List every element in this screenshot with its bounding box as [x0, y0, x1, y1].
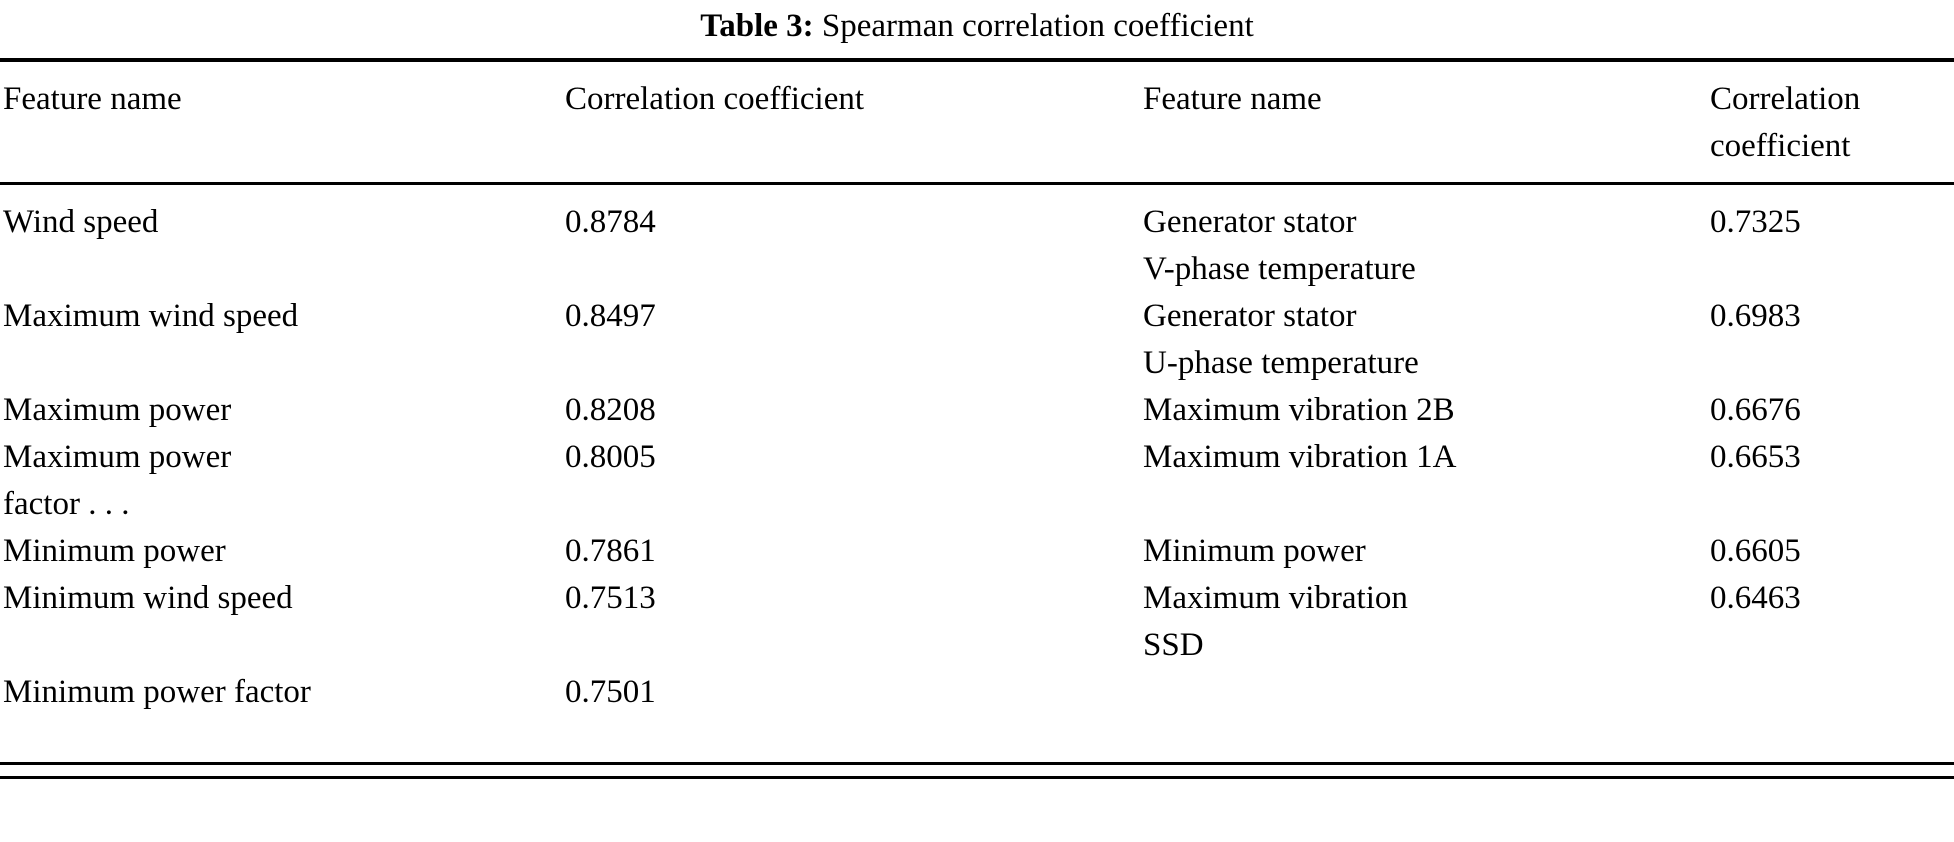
cell-feature-left: Minimum power factor [3, 674, 311, 710]
table-body: Wind speed 0.8784 Generator stator V-pha… [0, 185, 1954, 716]
header-feature-name-right: Feature name [1143, 81, 1322, 117]
cell-feature-left: Minimum power [3, 533, 226, 569]
cell-coefficient-right: 0.6983 [1710, 298, 1801, 334]
cell-feature-left: Maximum wind speed [3, 298, 299, 334]
table-caption: Table 3: Spearman correlation coefficien… [0, 0, 1954, 46]
cell-coefficient-right: 0.6605 [1710, 533, 1801, 569]
table-top-rule [0, 58, 1954, 62]
table-row: Maximum power 0.8208 Maximum vibration 2… [0, 387, 1954, 434]
table-header-row: Feature name Correlation coefficient Fea… [0, 62, 1954, 182]
table-row: Minimum power 0.7861 Minimum power 0.660… [0, 528, 1954, 575]
cell-coefficient-left: 0.7513 [565, 580, 656, 616]
table-caption-text: Spearman correlation coefficient [821, 8, 1254, 44]
cell-coefficient-left: 0.8005 [565, 439, 656, 475]
table-header-rule [0, 182, 1954, 185]
cell-feature-left: Minimum wind speed [3, 580, 293, 616]
cell-feature-left: Wind speed [3, 204, 159, 240]
cell-feature-right: Maximum vibration 2B [1143, 392, 1455, 428]
cell-coefficient-left: 0.8784 [565, 204, 656, 240]
cell-feature-right: Generator stator V-phase temperature [1143, 204, 1416, 287]
cell-feature-right: Generator stator U-phase temperature [1143, 298, 1419, 381]
header-feature-name-left: Feature name [3, 81, 182, 117]
cell-coefficient-right [1710, 669, 1954, 716]
table-row: Minimum power factor 0.7501 [0, 669, 1954, 716]
table-row: Wind speed 0.8784 Generator stator V-pha… [0, 199, 1954, 293]
cell-feature-right: Maximum vibration SSD [1143, 580, 1408, 663]
cell-coefficient-left: 0.8497 [565, 298, 656, 334]
cell-coefficient-right: 0.6653 [1710, 439, 1801, 475]
cell-coefficient-left: 0.7501 [565, 674, 656, 710]
cell-coefficient-left: 0.8208 [565, 392, 656, 428]
cell-coefficient-right: 0.6463 [1710, 580, 1801, 616]
table-bottom-rules [0, 762, 1954, 779]
table-bottom-rule-upper [0, 762, 1954, 765]
header-correlation-right: Correlation coefficient [1710, 81, 1861, 164]
cell-feature-right: Maximum vibration 1A [1143, 439, 1457, 475]
table-bottom-rule-lower [0, 776, 1954, 779]
table-row: Maximum wind speed 0.8497 Generator stat… [0, 293, 1954, 387]
cell-coefficient-left: 0.7861 [565, 533, 656, 569]
cell-coefficient-right: 0.7325 [1710, 204, 1801, 240]
table-row: Minimum wind speed 0.7513 Maximum vibrat… [0, 575, 1954, 669]
cell-feature-left: Maximum power [3, 392, 232, 428]
header-correlation-left: Correlation coefficient [565, 81, 865, 117]
cell-coefficient-right: 0.6676 [1710, 392, 1801, 428]
cell-feature-right: Minimum power [1143, 533, 1366, 569]
table-row: Maximum power factor . . . 0.8005 Maximu… [0, 434, 1954, 528]
cell-feature-right [1143, 669, 1710, 716]
cell-feature-left: Maximum power factor . . . [3, 439, 232, 522]
table-caption-label: Table 3: [700, 8, 814, 44]
